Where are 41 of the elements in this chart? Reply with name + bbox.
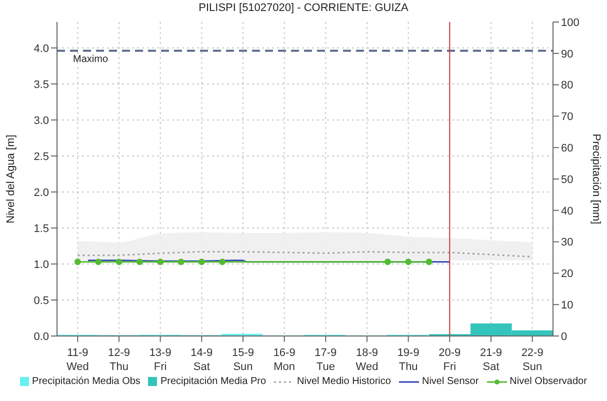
- y2-tick-label: 100: [561, 16, 580, 29]
- y2-tick-label: 50: [561, 174, 574, 186]
- x-tick-label: 17-9 Tue: [314, 347, 337, 373]
- y2-tick-label: 40: [561, 205, 574, 218]
- legend-label: Nivel Medio Historico: [297, 376, 391, 387]
- y2-axis-title: Precipitación [mm]: [590, 134, 602, 224]
- y-tick-label: 2.0: [34, 186, 49, 199]
- y2-tick-label: 90: [561, 48, 574, 60]
- x-tick-label: 11-9 Wed: [66, 347, 89, 373]
- x-tick-label: 15-9 Sun: [232, 347, 254, 373]
- x-tick-label: 12-9 Thu: [108, 347, 130, 373]
- x-tick-label: 14-9 Sat: [190, 347, 213, 373]
- y2-tick-label: 80: [561, 80, 574, 92]
- y-tick-label: 3.0: [34, 114, 49, 127]
- y2-tick-label: 30: [561, 236, 574, 249]
- x-tick-label: 22-9 Sun: [521, 347, 544, 373]
- y-tick-label: 1.0: [34, 258, 49, 271]
- y-tick-label: 1.5: [34, 222, 49, 235]
- x-tick-label: 21-9 Sat: [480, 347, 502, 373]
- y2-tick-label: 70: [561, 111, 574, 124]
- y-tick-label: 0.0: [34, 330, 49, 343]
- y-tick-label: 4.0: [34, 42, 49, 55]
- y2-tick-label: 20: [561, 268, 574, 280]
- y-tick-label: 0.5: [34, 294, 49, 307]
- y-tick-label: 2.5: [34, 150, 49, 163]
- legend-label: Nivel Sensor: [422, 376, 479, 387]
- ref-line-label: Maximo: [73, 54, 108, 65]
- legend-label: Precipitación Media Obs: [32, 376, 140, 387]
- y-axis-title: Nivel del Agua [m]: [4, 134, 17, 224]
- y-tick-label: 3.5: [34, 78, 49, 91]
- x-tick-label: 13-9 Fri: [149, 347, 172, 373]
- x-tick-label: 16-9 Mon: [273, 347, 296, 373]
- chart-title: PILISPI [51027020] - CORRIENTE: GUIZA: [198, 1, 410, 16]
- legend-label: Precipitación Media Pro: [160, 376, 266, 387]
- x-tick-label: 20-9 Fri: [438, 347, 461, 373]
- legend-label: Nivel Observador: [510, 376, 587, 387]
- y2-tick-label: 10: [561, 300, 574, 312]
- y2-tick-label: 0: [561, 330, 568, 343]
- y2-tick-label: 60: [561, 142, 574, 155]
- x-tick-label: 18-9 Wed: [356, 347, 378, 373]
- x-tick-label: 19-9 Thu: [397, 347, 420, 373]
